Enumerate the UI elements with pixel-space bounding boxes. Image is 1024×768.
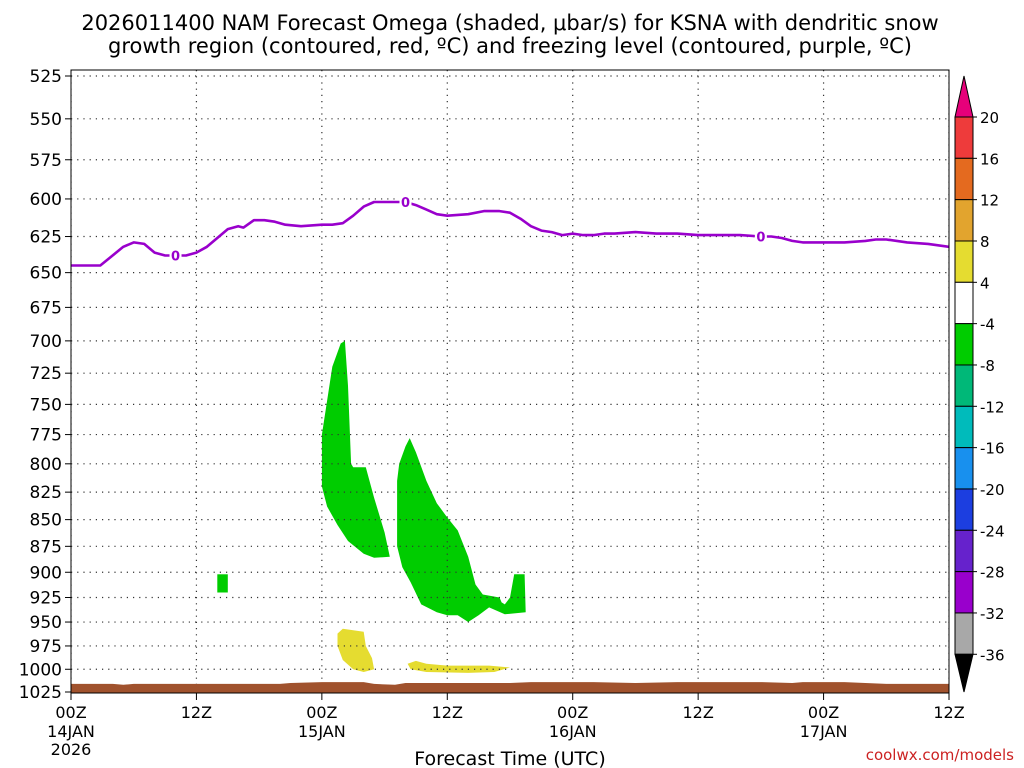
x-tick-label-12: 12Z: [181, 703, 212, 722]
colorbar-segment-2: [954, 157, 974, 201]
x-tick-label-84: 12Z: [933, 703, 964, 722]
x-year-label-0: 2026: [51, 740, 92, 759]
y-tick-label-650: 650: [30, 264, 62, 284]
x-tick-label-48: 00Z: [557, 703, 588, 722]
x-date-label-48: 16JAN: [549, 722, 597, 741]
freezing-level-line: [71, 200, 949, 267]
freezing-level-label-1: 0: [171, 249, 180, 264]
omega-region-4: [337, 628, 375, 672]
freezing-label-bg-2: [399, 194, 412, 211]
x-tick-label-60: 12Z: [682, 703, 713, 722]
colorbar-segment-4: [954, 240, 974, 283]
y-tick-label-975: 975: [30, 637, 62, 657]
y-tick-label-525: 525: [30, 67, 62, 87]
y-tick-label-600: 600: [30, 190, 62, 210]
plot-frame: [70, 69, 950, 694]
y-tick-label-950: 950: [30, 613, 62, 633]
freezing-level-label-2: 0: [401, 196, 410, 211]
y-tick-label-725: 725: [30, 364, 62, 384]
colorbar-tick-label-5: 4: [980, 274, 990, 292]
plot-area: 0 0 0 525 550 575 600 625 650 675 700 725 750 775 800 8…: [19, 67, 965, 759]
colorbar-tick-label-4: 8: [980, 233, 990, 251]
y-tick-label-825: 825: [30, 483, 62, 503]
y-tick-label-875: 875: [30, 537, 62, 557]
y-tick-label-575: 575: [30, 151, 62, 171]
colorbar-segment-13: [954, 612, 974, 655]
omega-region-2: [397, 438, 526, 622]
colorbar-segment-12: [954, 571, 974, 614]
colorbar-tick-label-12: -28: [980, 564, 1005, 582]
y-tick-label-700: 700: [30, 332, 62, 352]
omega-region-5: [407, 660, 510, 673]
freezing-label-bg-1: [169, 247, 182, 264]
x-date-label-72: 17JAN: [800, 722, 848, 741]
colorbar-segment-9: [954, 447, 974, 490]
x-date-label-0: 14JAN: [47, 722, 95, 741]
colorbar-segment-3: [954, 199, 974, 242]
y-tick-label-800: 800: [30, 455, 62, 475]
plot-inner: 0 0 0: [71, 70, 949, 693]
chart-title-line-1: 2026011400 NAM Forecast Omega (shaded, μ…: [81, 11, 938, 35]
credit-text: coolwx.com/models: [866, 746, 1014, 764]
colorbar-segment-10: [954, 488, 974, 531]
colorbar-segment-7: [954, 364, 974, 407]
freezing-label-bg-3: [754, 228, 767, 245]
colorbar-tick-label-9: -16: [980, 440, 1005, 458]
colorbar-top-triangle: [954, 75, 974, 118]
y-tick-label-750: 750: [30, 395, 62, 415]
colorbar-bottom-triangle: [954, 653, 974, 693]
colorbar-tick-label-14: -36: [980, 646, 1005, 664]
colorbar-segment-6: [954, 323, 974, 366]
x-date-label-24: 15JAN: [298, 722, 346, 741]
y-tick-label-850: 850: [30, 511, 62, 531]
x-tick-label-0: 00Z: [55, 703, 86, 722]
x-tick-label-36: 12Z: [432, 703, 463, 722]
surface-terrain: [71, 682, 949, 693]
colorbar-segment-5: [954, 281, 974, 325]
colorbar-tick-label-1: 20: [980, 109, 999, 127]
colorbar-tick-label-7: -8: [980, 357, 995, 375]
colorbar: 20 16 12 8 4 -4 -8 -12 -16 -20 -24 -28 -32 -36: [954, 75, 1005, 693]
y-tick-label-1000: 1000: [19, 660, 62, 680]
chart-title-line-2: growth region (contoured, red, ºC) and f…: [108, 34, 912, 58]
colorbar-tick-label-3: 12: [980, 192, 999, 210]
x-axis-label: Forecast Time (UTC): [414, 748, 605, 768]
colorbar-segment-11: [954, 529, 974, 573]
colorbar-tick-label-8: -12: [980, 398, 1005, 416]
y-tick-label-550: 550: [30, 110, 62, 130]
omega-region-3: [217, 574, 228, 593]
y-tick-label-675: 675: [30, 298, 62, 318]
colorbar-segment-1: [954, 116, 974, 159]
omega-region-1: [321, 340, 390, 558]
colorbar-tick-label-2: 16: [980, 150, 999, 168]
y-tick-label-900: 900: [30, 563, 62, 583]
colorbar-tick-label-10: -20: [980, 481, 1005, 499]
freezing-level-label-3: 0: [756, 231, 765, 246]
y-tick-label-625: 625: [30, 228, 62, 248]
colorbar-tick-label-11: -24: [980, 522, 1005, 540]
x-tick-label-24: 00Z: [306, 703, 337, 722]
y-tick-label-1025: 1025: [19, 683, 62, 703]
y-tick-label-925: 925: [30, 588, 62, 608]
x-tick-label-72: 00Z: [808, 703, 839, 722]
y-tick-label-775: 775: [30, 426, 62, 446]
colorbar-segment-8: [954, 405, 974, 449]
colorbar-tick-label-13: -32: [980, 605, 1005, 623]
colorbar-tick-label-6: -4: [980, 316, 995, 334]
